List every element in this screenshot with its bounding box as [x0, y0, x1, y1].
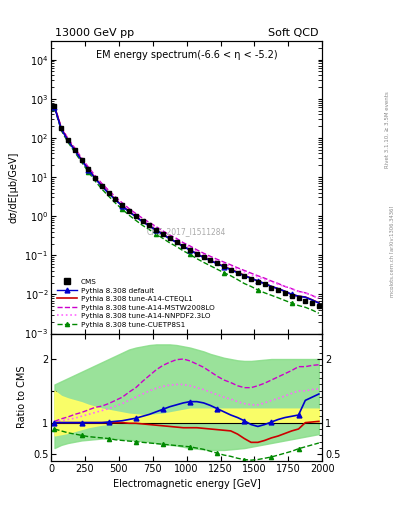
Text: Soft QCD: Soft QCD [268, 28, 318, 38]
Y-axis label: dσ/dE[μb/GeV]: dσ/dE[μb/GeV] [9, 152, 19, 223]
X-axis label: Electromagnetic energy [GeV]: Electromagnetic energy [GeV] [113, 479, 261, 489]
Legend: CMS, Pythia 8.308 default, Pythia 8.308 tune-A14-CTEQL1, Pythia 8.308 tune-A14-M: CMS, Pythia 8.308 default, Pythia 8.308 … [55, 276, 217, 330]
Text: EM energy spectrum(-6.6 < η < -5.2): EM energy spectrum(-6.6 < η < -5.2) [96, 50, 277, 60]
Text: 13000 GeV pp: 13000 GeV pp [55, 28, 134, 38]
Text: Rivet 3.1.10, ≥ 3.5M events: Rivet 3.1.10, ≥ 3.5M events [385, 91, 389, 167]
Text: mcplots.cern.ch [arXiv:1306.3436]: mcplots.cern.ch [arXiv:1306.3436] [390, 205, 393, 296]
Text: CMS_2017_I1511284: CMS_2017_I1511284 [147, 227, 226, 236]
Y-axis label: Ratio to CMS: Ratio to CMS [17, 366, 28, 429]
